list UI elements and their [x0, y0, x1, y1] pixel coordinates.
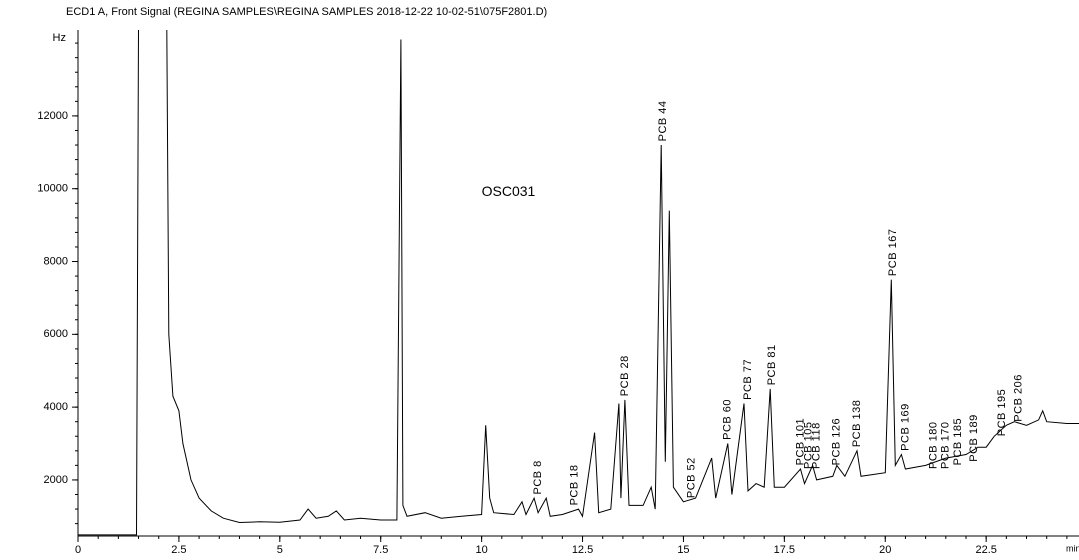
peak-label: PCB 185: [952, 418, 964, 466]
peak-label: PCB 126: [831, 418, 843, 466]
peak-label: PCB 206: [1012, 374, 1024, 422]
peak-label: PCB 77: [742, 359, 754, 400]
peak-label: PCB 170: [940, 421, 952, 469]
peak-label: PCB 28: [619, 355, 631, 396]
peak-label: PCB 101: [794, 418, 806, 466]
peak-label: PCB 105: [802, 421, 814, 469]
signal-line: [78, 30, 1079, 536]
x-tick-label: 2.5: [171, 544, 186, 556]
peak-label: PCB 18: [568, 464, 580, 505]
y-tick-label: 4000: [44, 401, 68, 413]
x-axis-label: min: [1066, 543, 1079, 553]
y-tick-label: 10000: [37, 183, 68, 195]
peak-label: PCB 138: [851, 400, 863, 448]
x-tick-label: 22.5: [975, 544, 996, 556]
chart-title: ECD1 A, Front Signal (REGINA SAMPLES\REG…: [66, 6, 547, 18]
sample-label: OSC031: [482, 183, 536, 199]
peak-label: PCB 189: [968, 414, 980, 462]
x-tick-label: 0: [75, 544, 81, 556]
peak-label: PCB 60: [722, 399, 734, 440]
x-tick-label: 12.5: [572, 544, 593, 556]
y-tick-label: 6000: [44, 328, 68, 340]
peak-label: PCB 169: [899, 403, 911, 451]
x-tick-label: 10: [476, 544, 488, 556]
x-tick-label: 15: [677, 544, 689, 556]
y-tick-label: 8000: [44, 255, 68, 267]
peak-label: PCB 180: [928, 421, 940, 469]
peak-label: PCB 8: [532, 460, 544, 494]
x-tick-label: 5: [277, 544, 283, 556]
y-axis-label: Hz: [53, 32, 66, 44]
x-tick-label: 7.5: [373, 544, 388, 556]
y-tick-label: 2000: [44, 474, 68, 486]
peak-label: PCB 44: [657, 100, 669, 141]
peak-label: PCB 81: [766, 344, 778, 385]
peak-label: PCB 167: [887, 229, 899, 277]
peak-label: PCB 118: [811, 422, 823, 469]
x-tick-label: 17.5: [774, 544, 795, 556]
peak-label: PCB 195: [996, 389, 1008, 437]
y-tick-label: 12000: [37, 110, 68, 122]
x-tick-label: 20: [879, 544, 891, 556]
peak-label: PCB 52: [685, 457, 697, 498]
